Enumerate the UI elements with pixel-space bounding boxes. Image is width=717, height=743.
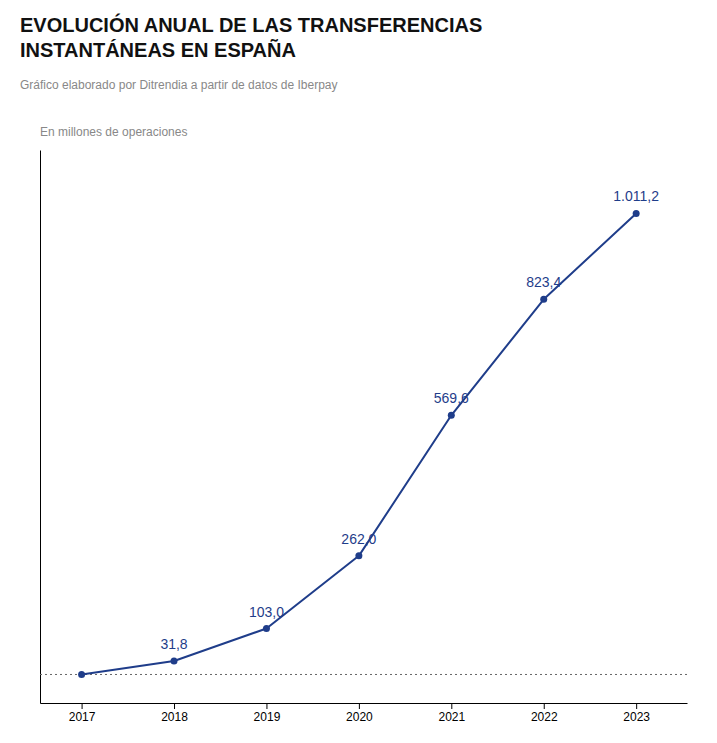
y-axis	[40, 151, 41, 704]
x-tick: 2017	[69, 703, 96, 724]
data-label: 103,0	[249, 604, 284, 620]
reference-line	[40, 674, 687, 675]
point	[78, 671, 85, 678]
x-tick-mark	[174, 703, 175, 709]
x-tick-label: 2022	[531, 710, 558, 724]
point	[263, 625, 270, 632]
title: EVOLUCIÓN ANUAL DE LAS TRANSFERENCIAS INS…	[20, 13, 482, 61]
point	[171, 658, 178, 665]
x-tick-mark	[359, 703, 360, 709]
title-line: EVOLUCIÓN ANUAL DE LAS TRANSFERENCIAS	[20, 13, 482, 36]
x-tick-mark	[636, 703, 637, 709]
x-axis: 2017 2018 2019 2020 2021 2022 2023	[41, 703, 688, 724]
data-label: 569,6	[434, 390, 469, 406]
data-labels: 31,8 103,0 262,0 569,6 823,4 1.011,2	[160, 188, 659, 652]
x-tick-label: 2017	[69, 710, 96, 724]
data-label: 262,0	[341, 531, 376, 547]
x-tick-label: 2019	[254, 710, 281, 724]
x-tick-mark	[544, 703, 545, 709]
x-tick: 2021	[438, 703, 465, 724]
x-tick: 2019	[254, 703, 281, 724]
marks	[40, 210, 687, 678]
subtitle: Gráfico elaborado por Ditrendia a partir…	[20, 78, 338, 92]
y-axis-line	[40, 151, 41, 704]
x-tick-mark	[451, 703, 452, 709]
x-axis-line	[41, 703, 688, 704]
x-tick-label: 2023	[623, 710, 650, 724]
plot: En millones de operaciones20172018201920…	[40, 125, 688, 724]
x-tick-label: 2021	[438, 710, 465, 724]
point	[540, 296, 547, 303]
x-tick-mark	[266, 703, 267, 709]
point	[448, 412, 455, 419]
x-tick: 2020	[346, 703, 373, 724]
y-axis-label: En millones de operaciones	[40, 125, 187, 139]
x-tick-mark	[82, 703, 83, 709]
line	[82, 213, 637, 674]
data-label: 31,8	[160, 636, 187, 652]
data-label: 1.011,2	[613, 188, 659, 204]
x-tick-label: 2018	[161, 710, 188, 724]
title-line: INSTANTÁNEAS EN ESPAÑA	[20, 39, 296, 61]
data-label: 823,4	[526, 274, 561, 290]
x-tick: 2018	[161, 703, 188, 724]
point	[355, 552, 362, 559]
point	[633, 210, 640, 217]
chart: EVOLUCIÓN ANUAL DE LAS TRANSFERENCIAS INS…	[0, 0, 717, 743]
x-tick-label: 2020	[346, 710, 373, 724]
x-tick: 2022	[531, 703, 558, 724]
x-tick: 2023	[623, 703, 650, 724]
